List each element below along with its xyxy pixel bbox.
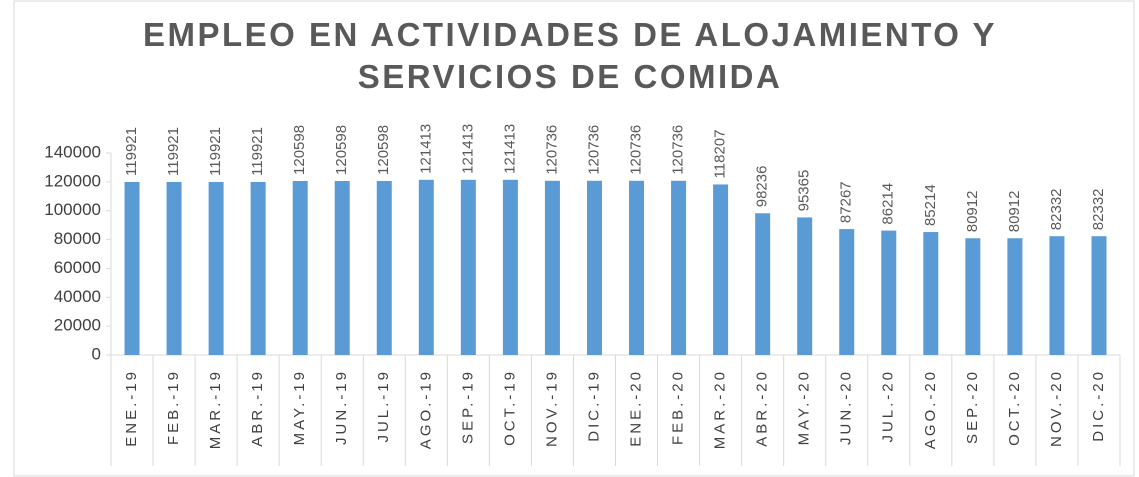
data-label: 119921 bbox=[207, 127, 224, 176]
data-label: 121413 bbox=[417, 124, 434, 174]
bar bbox=[671, 180, 687, 355]
bar bbox=[1049, 236, 1065, 355]
bar bbox=[376, 180, 392, 355]
bar bbox=[881, 230, 897, 355]
y-tick-label: 0 bbox=[92, 344, 101, 363]
x-tick-label: OCT.-20 bbox=[1006, 369, 1023, 446]
bar bbox=[250, 181, 266, 355]
x-tick-label: MAY.-20 bbox=[796, 369, 813, 445]
bar bbox=[208, 181, 224, 355]
bar bbox=[292, 180, 308, 355]
y-tick-label: 20000 bbox=[54, 316, 101, 335]
x-tick-label: DIC.-19 bbox=[585, 369, 602, 442]
x-tick-label: AGO.-20 bbox=[922, 369, 939, 449]
chart-border bbox=[13, 0, 1135, 477]
bar bbox=[923, 232, 939, 355]
x-tick-label: JUN.-20 bbox=[838, 369, 855, 445]
x-tick-label: NOV.-20 bbox=[1048, 369, 1065, 447]
bar bbox=[797, 217, 813, 355]
bar bbox=[586, 180, 602, 355]
y-tick-label: 140000 bbox=[44, 142, 101, 161]
data-label: 121413 bbox=[501, 124, 518, 174]
x-tick-label: ABR.-20 bbox=[754, 369, 771, 447]
data-label: 82332 bbox=[1090, 188, 1107, 230]
x-tick-label: FEB.-20 bbox=[670, 369, 687, 445]
bar bbox=[124, 181, 140, 355]
data-label: 119921 bbox=[123, 127, 140, 176]
data-label: 98236 bbox=[754, 166, 771, 208]
x-tick-label: JUL.-19 bbox=[375, 369, 392, 443]
x-tick-label: MAY.-19 bbox=[291, 369, 308, 445]
data-label: 121413 bbox=[459, 124, 476, 174]
bar bbox=[418, 179, 434, 355]
x-tick-label: MAR.-19 bbox=[207, 369, 224, 449]
bar bbox=[166, 181, 182, 355]
bar bbox=[334, 180, 350, 355]
x-tick-label: ENE.-20 bbox=[627, 369, 644, 447]
data-label: 120736 bbox=[543, 125, 560, 175]
data-label: 120736 bbox=[670, 125, 687, 175]
data-label: 87267 bbox=[838, 181, 855, 223]
y-tick-label: 120000 bbox=[44, 171, 101, 190]
x-tick-label: MAR.-20 bbox=[712, 369, 729, 449]
x-tick-label: ENE.-19 bbox=[123, 369, 140, 447]
bar bbox=[839, 229, 855, 355]
data-label: 119921 bbox=[165, 127, 182, 176]
y-tick-label: 80000 bbox=[54, 229, 101, 248]
data-label: 119921 bbox=[249, 127, 266, 176]
data-label: 120598 bbox=[333, 125, 350, 175]
data-label: 95365 bbox=[796, 170, 813, 212]
x-tick-label: SEP.-20 bbox=[964, 369, 981, 444]
data-label: 120736 bbox=[585, 125, 602, 175]
x-tick-label: SEP.-19 bbox=[459, 369, 476, 444]
data-label: 80912 bbox=[964, 191, 981, 233]
bar bbox=[629, 180, 645, 355]
x-tick-label: AGO.-19 bbox=[417, 369, 434, 449]
data-label: 80912 bbox=[1006, 191, 1023, 233]
x-tick-label: JUN.-19 bbox=[333, 369, 350, 445]
data-label: 85214 bbox=[922, 184, 939, 226]
x-tick-label: NOV.-19 bbox=[543, 369, 560, 447]
x-tick-label: DIC.-20 bbox=[1090, 369, 1107, 442]
data-label: 120736 bbox=[627, 125, 644, 175]
data-label: 82332 bbox=[1048, 188, 1065, 230]
x-tick-label: FEB.-19 bbox=[165, 369, 182, 445]
y-tick-label: 100000 bbox=[44, 200, 101, 219]
bar bbox=[713, 184, 729, 355]
y-tick-label: 60000 bbox=[54, 258, 101, 277]
x-tick-label: ABR.-19 bbox=[249, 369, 266, 447]
bar bbox=[460, 179, 476, 355]
bar bbox=[1007, 238, 1023, 355]
bar bbox=[544, 180, 560, 355]
chart-title: EMPLEO EN ACTIVIDADES DE ALOJAMIENTO Y S… bbox=[142, 16, 998, 95]
data-label: 118207 bbox=[712, 129, 729, 178]
x-tick-label: JUL.-20 bbox=[880, 369, 897, 443]
x-tick-label: OCT.-19 bbox=[501, 369, 518, 446]
bar bbox=[502, 179, 518, 355]
bar bbox=[965, 238, 981, 355]
bar bbox=[1091, 236, 1107, 355]
y-tick-label: 40000 bbox=[54, 287, 101, 306]
data-label: 86214 bbox=[880, 183, 897, 225]
data-label: 120598 bbox=[291, 125, 308, 175]
bar bbox=[755, 213, 771, 355]
data-label: 120598 bbox=[375, 125, 392, 175]
